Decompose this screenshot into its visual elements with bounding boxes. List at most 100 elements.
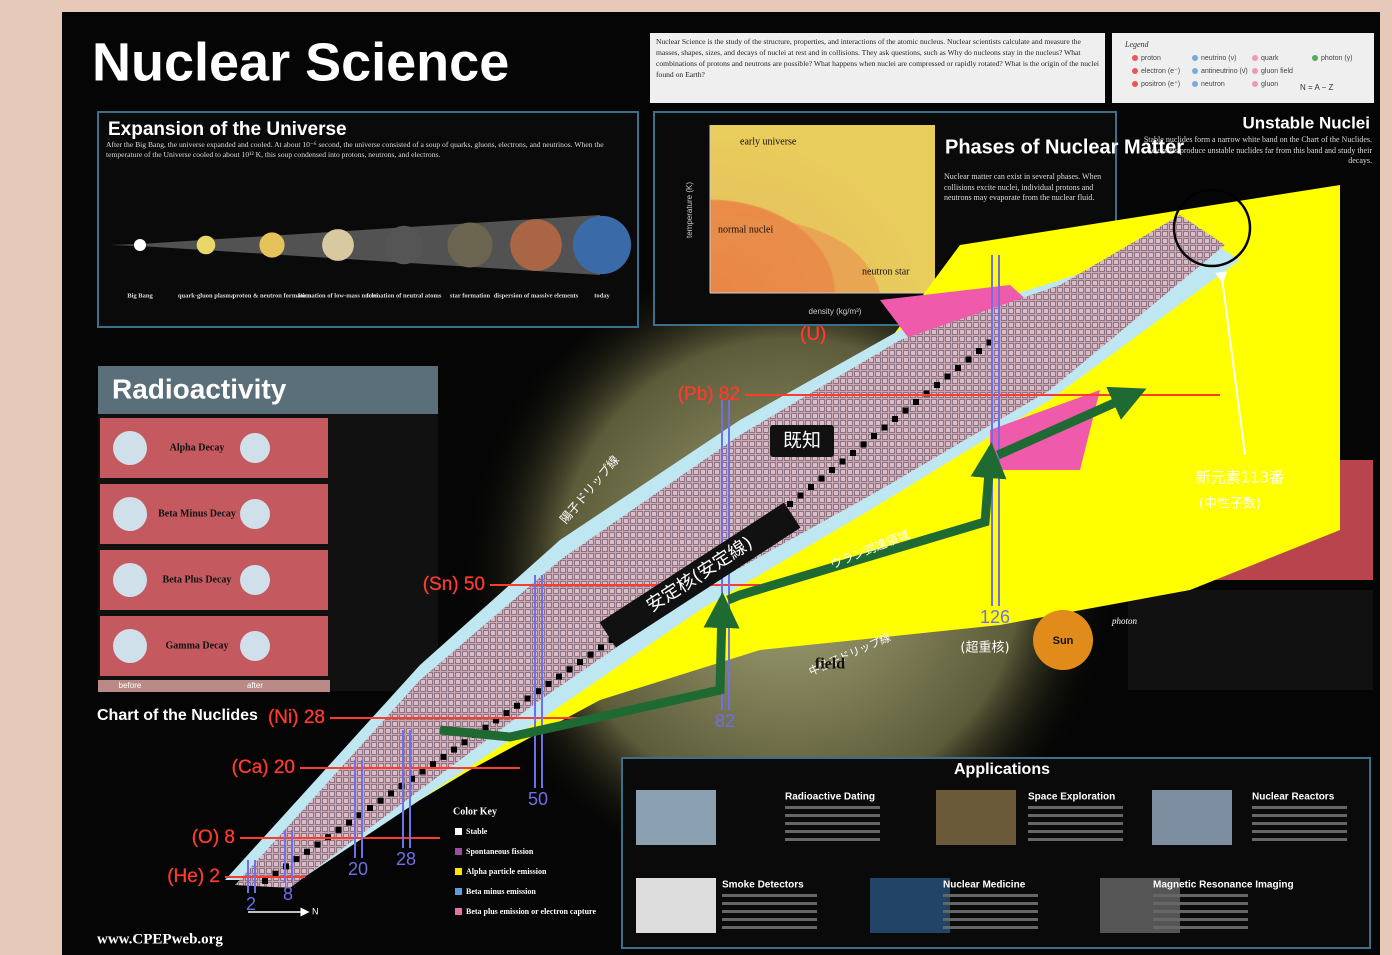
stable-nuclide: [588, 652, 594, 658]
stable-nuclide: [934, 382, 940, 388]
application-text-line: [722, 918, 817, 921]
decay-label: Beta Minus Decay: [158, 508, 236, 519]
label: Applications: [954, 761, 1050, 778]
application-text-line: [785, 830, 880, 833]
nucleus-after: [240, 499, 270, 529]
stable-nuclide: [483, 725, 489, 731]
page: Nuclear Science html, body { margin: 0; …: [0, 0, 1392, 955]
application-text-line: [1153, 910, 1248, 913]
label: temperature (K): [685, 182, 694, 238]
stable-nuclide: [388, 790, 394, 796]
stage-image: [573, 216, 631, 274]
application-text-line: [1028, 806, 1123, 809]
legend-dot: [1132, 68, 1138, 74]
stable-nuclide: [976, 348, 982, 354]
nucleus-before: [113, 563, 147, 597]
expansion-holder: After the Big Bang, the universe expande…: [106, 140, 632, 210]
intro-holder: Nuclear Science is the study of the stru…: [656, 36, 1101, 102]
stable-nuclide: [430, 761, 436, 767]
label: gluon: [1261, 81, 1278, 88]
label: (中性子数): [1199, 497, 1261, 512]
stable-nuclide: [798, 493, 804, 499]
label: electron (e⁻): [1141, 68, 1180, 75]
stable-nuclide: [315, 842, 321, 848]
legend-dot: [1192, 81, 1198, 87]
application-title: Magnetic Resonance Imaging: [1153, 880, 1294, 891]
label: before: [119, 681, 142, 690]
stable-nuclide: [903, 408, 909, 414]
label: N = A − Z: [1300, 83, 1333, 92]
stable-nuclide: [850, 450, 856, 456]
stage-image: [322, 229, 354, 261]
proton-magic-label: (He) 2: [167, 866, 220, 887]
application-text-line: [1028, 830, 1123, 833]
legend-dot: [1312, 55, 1318, 61]
label: neutrino (ν): [1201, 55, 1236, 62]
application-text-line: [785, 814, 880, 817]
application-text-line: [722, 926, 817, 929]
stage-image: [197, 236, 216, 255]
label: 新元素113番: [1196, 469, 1285, 487]
stage-image: [134, 239, 146, 251]
application-text-line: [785, 822, 880, 825]
stable-nuclide: [882, 425, 888, 431]
stage-image: [448, 223, 493, 268]
stable-nuclide: [378, 798, 384, 804]
color-swatch: [455, 828, 462, 835]
stable-nuclide: [451, 747, 457, 753]
label: quark: [1261, 55, 1279, 62]
label: Chart of the Nuclides: [97, 707, 258, 724]
color-swatch: [455, 908, 462, 915]
application-text-line: [1252, 830, 1347, 833]
stable-nuclide: [945, 374, 951, 380]
stable-nuclide: [829, 467, 835, 473]
proton-magic-label: (Ca) 20: [232, 757, 295, 778]
label: N: [312, 906, 319, 916]
stable-nuclide: [420, 769, 426, 775]
label: Unstable Nuclei: [1242, 113, 1370, 132]
application-image: [636, 790, 716, 845]
legend-dot: [1192, 68, 1198, 74]
application-title: Radioactive Dating: [785, 792, 875, 803]
proton-magic-label: (U): [800, 324, 826, 345]
color-swatch: [455, 868, 462, 875]
neutron-magic-label: 126: [980, 607, 1010, 627]
page-body: { "header": { "title": "Nuclear Science"…: [0, 0, 1392, 955]
neutron-magic-label: 28: [396, 849, 416, 869]
neutron-magic-label: 50: [528, 789, 548, 809]
decay-label: Gamma Decay: [165, 640, 228, 651]
stable-nuclide: [787, 501, 793, 507]
decay-label: Beta Plus Decay: [163, 574, 232, 585]
application-text-line: [1252, 838, 1347, 841]
color-key-title: Color Key: [453, 806, 497, 817]
nucleus-after: [240, 433, 270, 463]
label: density (kg/m³): [809, 307, 862, 316]
application-text-line: [1153, 894, 1248, 897]
label: www.CPEPweb.org: [97, 931, 223, 947]
legend-dot: [1252, 68, 1258, 74]
label: photon (γ): [1321, 55, 1353, 62]
stable-nuclide: [525, 696, 531, 702]
stable-nuclide: [336, 827, 342, 833]
application-text-line: [785, 806, 880, 809]
stable-nuclide: [819, 476, 825, 482]
application-text-line: [943, 918, 1038, 921]
stable-nuclide: [955, 365, 961, 371]
application-title: Nuclear Medicine: [943, 880, 1026, 891]
neutron-magic-label: 8: [283, 884, 293, 904]
stable-nuclide: [346, 820, 352, 826]
stable-nuclide: [966, 357, 972, 363]
color-key-item: Spontaneous fission: [466, 847, 534, 856]
application-text-line: [1028, 814, 1123, 817]
application-text-line: [1153, 926, 1248, 929]
application-text-line: [785, 838, 880, 841]
stable-nuclide: [892, 416, 898, 422]
stable-nuclide: [861, 442, 867, 448]
stable-nuclide: [840, 459, 846, 465]
label: early universe: [740, 136, 797, 147]
proton-magic-label: (Sn) 50: [423, 574, 485, 595]
nucleus-before: [113, 497, 147, 531]
legend-dot: [1252, 81, 1258, 87]
proton-magic-label: (Pb) 82: [678, 384, 740, 405]
application-text-line: [943, 910, 1038, 913]
